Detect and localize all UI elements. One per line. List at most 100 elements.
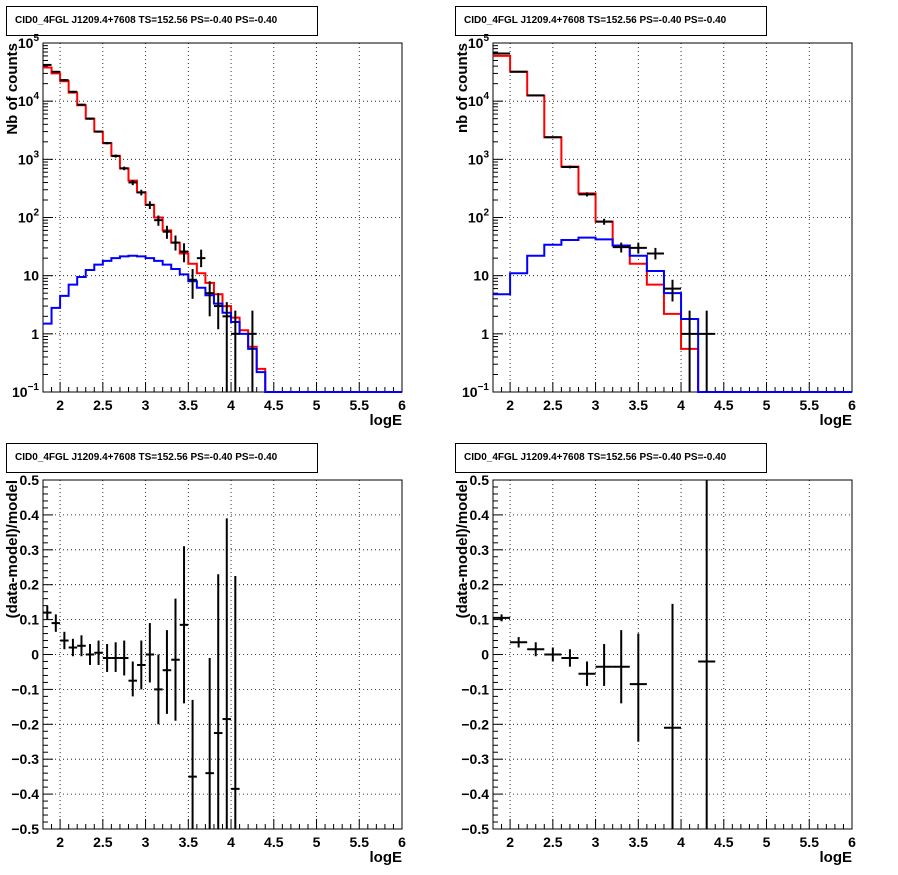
data-point — [527, 94, 545, 97]
data-point — [119, 640, 129, 676]
data-point — [179, 243, 189, 263]
data-point — [43, 63, 52, 66]
x-tick-label: 5.5 — [800, 834, 820, 850]
data-point — [68, 638, 78, 657]
data-point — [698, 310, 716, 392]
x-tick-label: 2.5 — [543, 834, 563, 850]
x-tick-label: 5 — [313, 834, 321, 850]
data-point — [43, 605, 52, 620]
y-tick-label: −0.2 — [461, 716, 489, 732]
x-tick-label: 2 — [56, 397, 64, 413]
data-point — [77, 103, 86, 106]
data-point — [51, 70, 61, 73]
data-point — [85, 644, 95, 665]
x-tick-label: 3.5 — [629, 834, 649, 850]
y-tick-label: −0.1 — [461, 681, 489, 697]
data-point — [196, 249, 206, 268]
y-axis-label: Nb of counts — [4, 43, 21, 135]
x-tick-label: 6 — [398, 834, 406, 850]
x-tick-label: 2.5 — [93, 834, 113, 850]
chart-panel-1: CID0_4FGL J1209.4+7608 TS=152.56 PS=-0.4… — [4, 6, 406, 429]
data-point — [85, 117, 95, 120]
data-point — [188, 699, 197, 829]
data-point — [544, 647, 562, 662]
data-point — [171, 598, 180, 721]
series-line-2 — [493, 236, 852, 393]
data-point — [231, 310, 240, 392]
y-tick-label: 104 — [468, 91, 490, 109]
data-point — [60, 79, 69, 82]
x-tick-label: 3.5 — [179, 834, 199, 850]
data-point — [94, 640, 103, 665]
data-point — [493, 614, 511, 622]
y-tick-label: 0.3 — [20, 542, 40, 558]
y-axis-label: nb of counts — [454, 43, 471, 133]
chart-title: CID0_4FGL J1209.4+7608 TS=152.56 PS=-0.4… — [464, 452, 727, 463]
x-tick-label: 4 — [227, 397, 235, 413]
data-point — [128, 661, 138, 697]
y-tick-label: −0.2 — [11, 716, 39, 732]
y-tick-label: 104 — [18, 91, 40, 109]
y-tick-label: 10 — [23, 268, 39, 284]
x-tick-label: 5 — [763, 834, 771, 850]
y-tick-label: 103 — [468, 149, 490, 167]
chart-panel-4: CID0_4FGL J1209.4+7608 TS=152.56 PS=-0.4… — [454, 443, 856, 866]
data-point — [510, 637, 528, 648]
x-tick-label: 5.5 — [350, 397, 370, 413]
y-tick-label: 10 — [473, 268, 489, 284]
y-tick-label: 0.4 — [470, 507, 490, 523]
data-point — [145, 201, 155, 210]
data-point — [111, 154, 120, 158]
data-point — [68, 90, 78, 93]
x-tick-label: 4 — [677, 397, 685, 413]
chart-title-box — [455, 443, 767, 473]
data-point — [171, 235, 180, 251]
data-point — [205, 657, 214, 829]
x-tick-label: 5.5 — [800, 397, 820, 413]
y-tick-label: −0.5 — [11, 821, 39, 837]
y-axis-label: (data-model)/model — [4, 480, 21, 618]
data-point — [188, 269, 197, 299]
x-tick-label: 4 — [677, 834, 685, 850]
chart-title: CID0_4FGL J1209.4+7608 TS=152.56 PS=-0.4… — [15, 15, 278, 26]
data-point — [119, 166, 129, 171]
data-point — [663, 279, 682, 302]
data-point — [527, 642, 545, 657]
x-tick-label: 3 — [142, 834, 150, 850]
x-tick-label: 2 — [506, 834, 514, 850]
data-point — [561, 649, 579, 667]
x-tick-label: 2 — [506, 397, 514, 413]
data-point — [102, 141, 112, 145]
data-point — [179, 546, 189, 704]
data-point — [698, 480, 716, 829]
x-tick-label: 6 — [398, 397, 406, 413]
x-axis-label: logE — [370, 412, 403, 429]
data-point — [222, 302, 232, 392]
data-point — [222, 518, 232, 829]
x-tick-label: 4.5 — [264, 397, 284, 413]
data-point — [213, 574, 223, 829]
data-point — [595, 644, 613, 686]
y-tick-label: 0 — [31, 647, 39, 663]
data-point — [612, 242, 630, 253]
y-tick-label: 0.5 — [470, 472, 490, 488]
y-tick-label: 0.2 — [470, 577, 490, 593]
data-point — [77, 635, 86, 657]
chart-title: CID0_4FGL J1209.4+7608 TS=152.56 PS=-0.4… — [15, 452, 278, 463]
data-point — [51, 614, 61, 632]
chart-title-box — [6, 6, 318, 36]
data-point — [578, 661, 596, 686]
chart-title: CID0_4FGL J1209.4+7608 TS=152.56 PS=-0.4… — [464, 15, 727, 26]
x-axis-label: logE — [370, 849, 403, 866]
y-tick-label: −0.5 — [461, 821, 489, 837]
y-tick-label: −0.3 — [461, 751, 489, 767]
data-point — [205, 281, 214, 317]
x-tick-label: 6 — [848, 834, 856, 850]
y-tick-label: 0.1 — [20, 612, 40, 628]
data-point — [162, 630, 172, 714]
x-tick-label: 3 — [592, 397, 600, 413]
x-tick-label: 2.5 — [543, 397, 563, 413]
data-point — [154, 654, 163, 725]
data-point — [248, 310, 257, 392]
